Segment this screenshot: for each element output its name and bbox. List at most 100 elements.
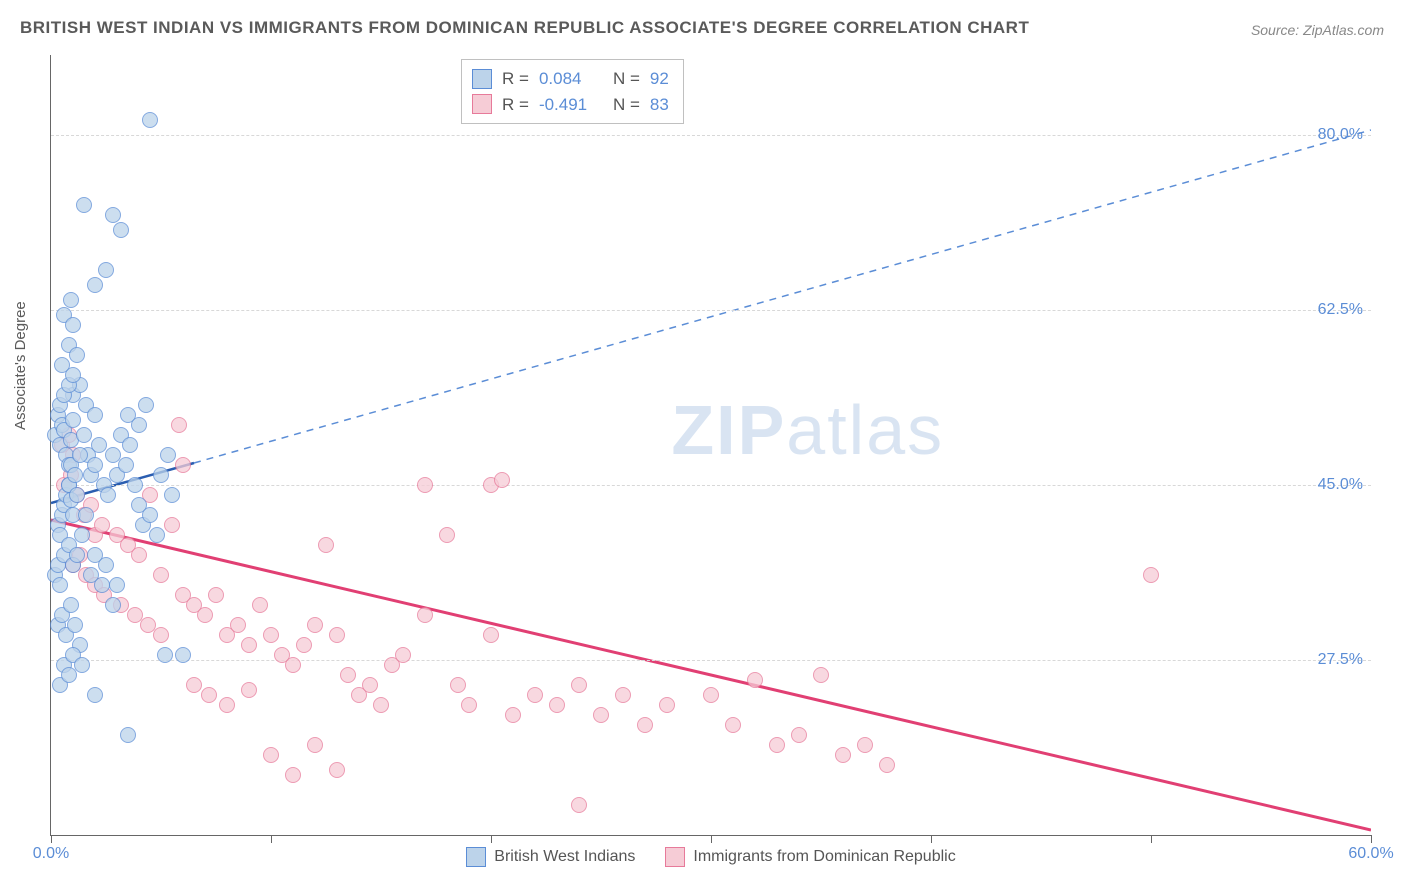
legend-label-b: Immigrants from Dominican Republic <box>693 848 955 866</box>
scatter-point-series-b <box>373 697 389 713</box>
scatter-point-series-a <box>65 412 81 428</box>
scatter-point-series-b <box>208 587 224 603</box>
stats-row-series-b: R = -0.491 N = 83 <box>472 92 669 118</box>
scatter-point-series-a <box>105 207 121 223</box>
legend-item-a: British West Indians <box>466 847 635 867</box>
scatter-point-series-b <box>549 697 565 713</box>
watermark: ZIPatlas <box>671 390 944 470</box>
scatter-point-series-b <box>483 627 499 643</box>
scatter-point-series-a <box>78 507 94 523</box>
correlation-stats-box: R = 0.084 N = 92 R = -0.491 N = 83 <box>461 59 684 124</box>
scatter-point-series-a <box>87 277 103 293</box>
scatter-point-series-a <box>74 527 90 543</box>
swatch-series-b <box>472 94 492 114</box>
n-value-a: 92 <box>650 66 669 92</box>
scatter-point-series-b <box>131 547 147 563</box>
scatter-point-series-b <box>747 672 763 688</box>
scatter-point-series-b <box>175 457 191 473</box>
y-axis-label: Associate's Degree <box>12 301 29 430</box>
gridline-h <box>51 310 1371 311</box>
scatter-point-series-b <box>857 737 873 753</box>
scatter-point-series-a <box>63 292 79 308</box>
scatter-point-series-b <box>615 687 631 703</box>
scatter-point-series-a <box>87 457 103 473</box>
scatter-point-series-a <box>105 597 121 613</box>
n-label-a: N = <box>613 66 640 92</box>
r-value-a: 0.084 <box>539 66 603 92</box>
scatter-point-series-b <box>263 747 279 763</box>
scatter-point-series-a <box>98 557 114 573</box>
scatter-point-series-a <box>76 197 92 213</box>
legend-item-b: Immigrants from Dominican Republic <box>665 847 955 867</box>
scatter-point-series-b <box>494 472 510 488</box>
scatter-point-series-a <box>69 347 85 363</box>
scatter-point-series-b <box>263 627 279 643</box>
scatter-point-series-b <box>252 597 268 613</box>
legend-swatch-b <box>665 847 685 867</box>
scatter-point-series-b <box>153 567 169 583</box>
x-tick <box>931 835 932 843</box>
scatter-point-series-b <box>164 517 180 533</box>
scatter-point-series-a <box>153 467 169 483</box>
scatter-point-series-a <box>87 687 103 703</box>
scatter-point-series-b <box>593 707 609 723</box>
scatter-point-series-b <box>505 707 521 723</box>
scatter-point-series-a <box>113 222 129 238</box>
scatter-point-series-b <box>527 687 543 703</box>
scatter-point-series-a <box>67 467 83 483</box>
scatter-point-series-b <box>417 477 433 493</box>
scatter-point-series-b <box>285 767 301 783</box>
scatter-point-series-a <box>142 112 158 128</box>
scatter-point-series-a <box>76 427 92 443</box>
scatter-point-series-b <box>450 677 466 693</box>
scatter-point-series-a <box>142 507 158 523</box>
scatter-point-series-a <box>160 447 176 463</box>
source-attribution: Source: ZipAtlas.com <box>1251 22 1384 38</box>
gridline-h <box>51 485 1371 486</box>
scatter-point-series-a <box>98 262 114 278</box>
scatter-point-series-b <box>241 637 257 653</box>
scatter-point-series-a <box>109 577 125 593</box>
scatter-point-series-a <box>74 657 90 673</box>
stats-row-series-a: R = 0.084 N = 92 <box>472 66 669 92</box>
scatter-point-series-b <box>395 647 411 663</box>
x-tick-label: 60.0% <box>1348 845 1393 863</box>
scatter-point-series-b <box>307 737 323 753</box>
scatter-point-series-b <box>153 627 169 643</box>
scatter-point-series-b <box>241 682 257 698</box>
scatter-point-series-b <box>835 747 851 763</box>
scatter-point-series-b <box>1143 567 1159 583</box>
scatter-point-series-a <box>175 647 191 663</box>
x-tick <box>1371 835 1372 843</box>
swatch-series-a <box>472 69 492 89</box>
scatter-point-series-a <box>65 317 81 333</box>
scatter-point-series-b <box>703 687 719 703</box>
scatter-point-series-b <box>186 677 202 693</box>
x-tick <box>271 835 272 843</box>
scatter-point-series-b <box>417 607 433 623</box>
n-label-b: N = <box>613 92 640 118</box>
scatter-point-series-a <box>120 727 136 743</box>
scatter-point-series-a <box>118 457 134 473</box>
scatter-point-series-a <box>69 547 85 563</box>
x-tick-label: 0.0% <box>33 845 69 863</box>
legend-label-a: British West Indians <box>494 848 635 866</box>
scatter-point-series-a <box>65 367 81 383</box>
scatter-point-series-a <box>52 577 68 593</box>
scatter-point-series-b <box>318 537 334 553</box>
scatter-point-series-b <box>659 697 675 713</box>
scatter-point-series-b <box>879 757 895 773</box>
scatter-point-series-b <box>230 617 246 633</box>
x-tick <box>491 835 492 843</box>
chart-title: BRITISH WEST INDIAN VS IMMIGRANTS FROM D… <box>20 18 1029 38</box>
scatter-point-series-b <box>362 677 378 693</box>
plot-area: ZIPatlas R = 0.084 N = 92 R = -0.491 N =… <box>50 55 1371 836</box>
scatter-point-series-b <box>329 627 345 643</box>
scatter-point-series-b <box>769 737 785 753</box>
scatter-point-series-b <box>813 667 829 683</box>
scatter-point-series-b <box>571 677 587 693</box>
scatter-point-series-b <box>171 417 187 433</box>
scatter-point-series-a <box>87 407 103 423</box>
y-tick-label: 45.0% <box>1318 476 1363 494</box>
scatter-point-series-a <box>100 487 116 503</box>
